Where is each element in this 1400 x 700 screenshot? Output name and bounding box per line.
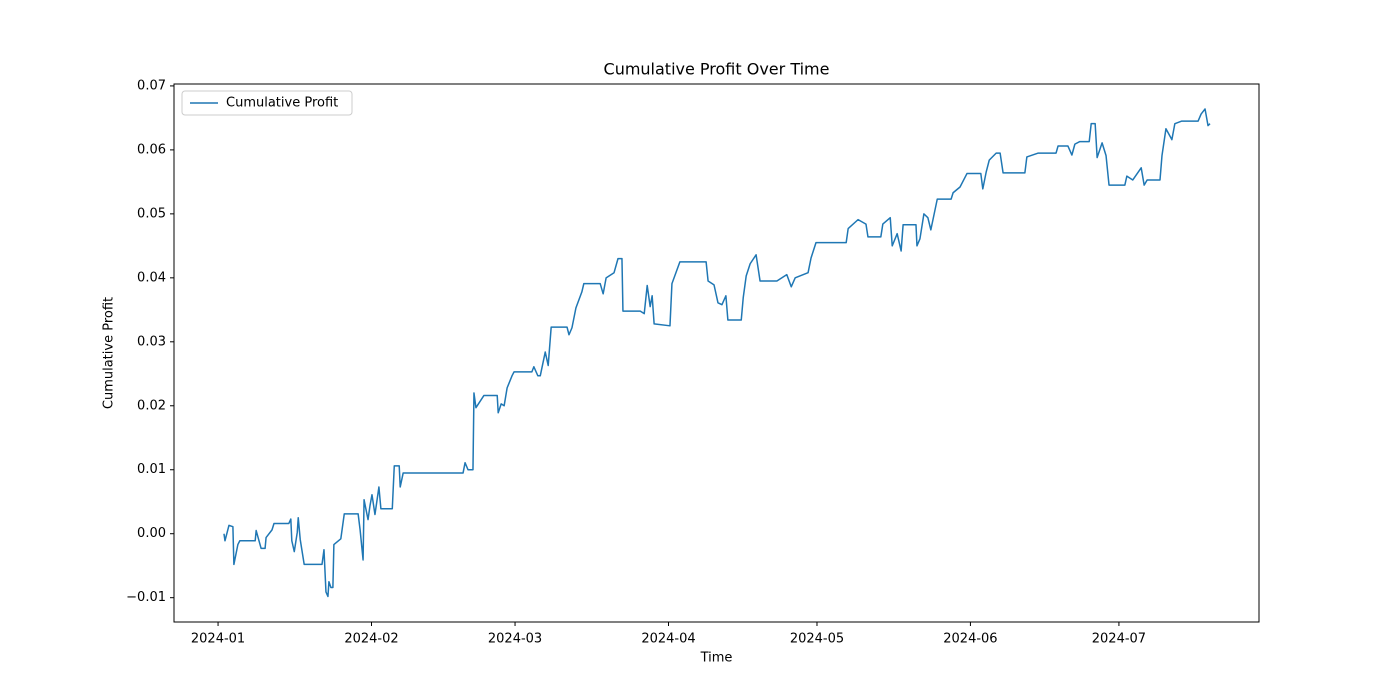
plot-frame — [173, 83, 1260, 623]
y-tick-label: 0.00 — [137, 526, 166, 541]
legend-label: Cumulative Profit — [226, 96, 338, 111]
x-tick-label: 2024-02 — [344, 632, 398, 647]
x-tick-label: 2024-04 — [641, 632, 695, 647]
y-tick-label: 0.01 — [137, 462, 166, 477]
x-tick-label: 2024-06 — [943, 632, 997, 647]
x-tick-label: 2024-03 — [488, 632, 542, 647]
y-tick-label: 0.07 — [137, 78, 166, 93]
legend-box — [181, 90, 353, 116]
data-line — [223, 108, 1211, 598]
chart-title: Cumulative Profit Over Time — [604, 60, 830, 79]
y-tick-label: 0.02 — [137, 398, 166, 413]
y-tick-label: 0.04 — [137, 270, 166, 285]
y-tick-label: 0.03 — [137, 334, 166, 349]
x-tick-label: 2024-05 — [790, 632, 844, 647]
x-tick-label: 2024-07 — [1092, 632, 1146, 647]
x-tick-label: 2024-01 — [191, 632, 245, 647]
y-tick-label: 0.06 — [137, 142, 166, 157]
y-tick-label: 0.05 — [137, 206, 166, 221]
y-tick-label: −0.01 — [126, 590, 166, 605]
y-axis-label: Cumulative Profit — [102, 297, 117, 409]
x-axis-label: Time — [700, 651, 733, 666]
